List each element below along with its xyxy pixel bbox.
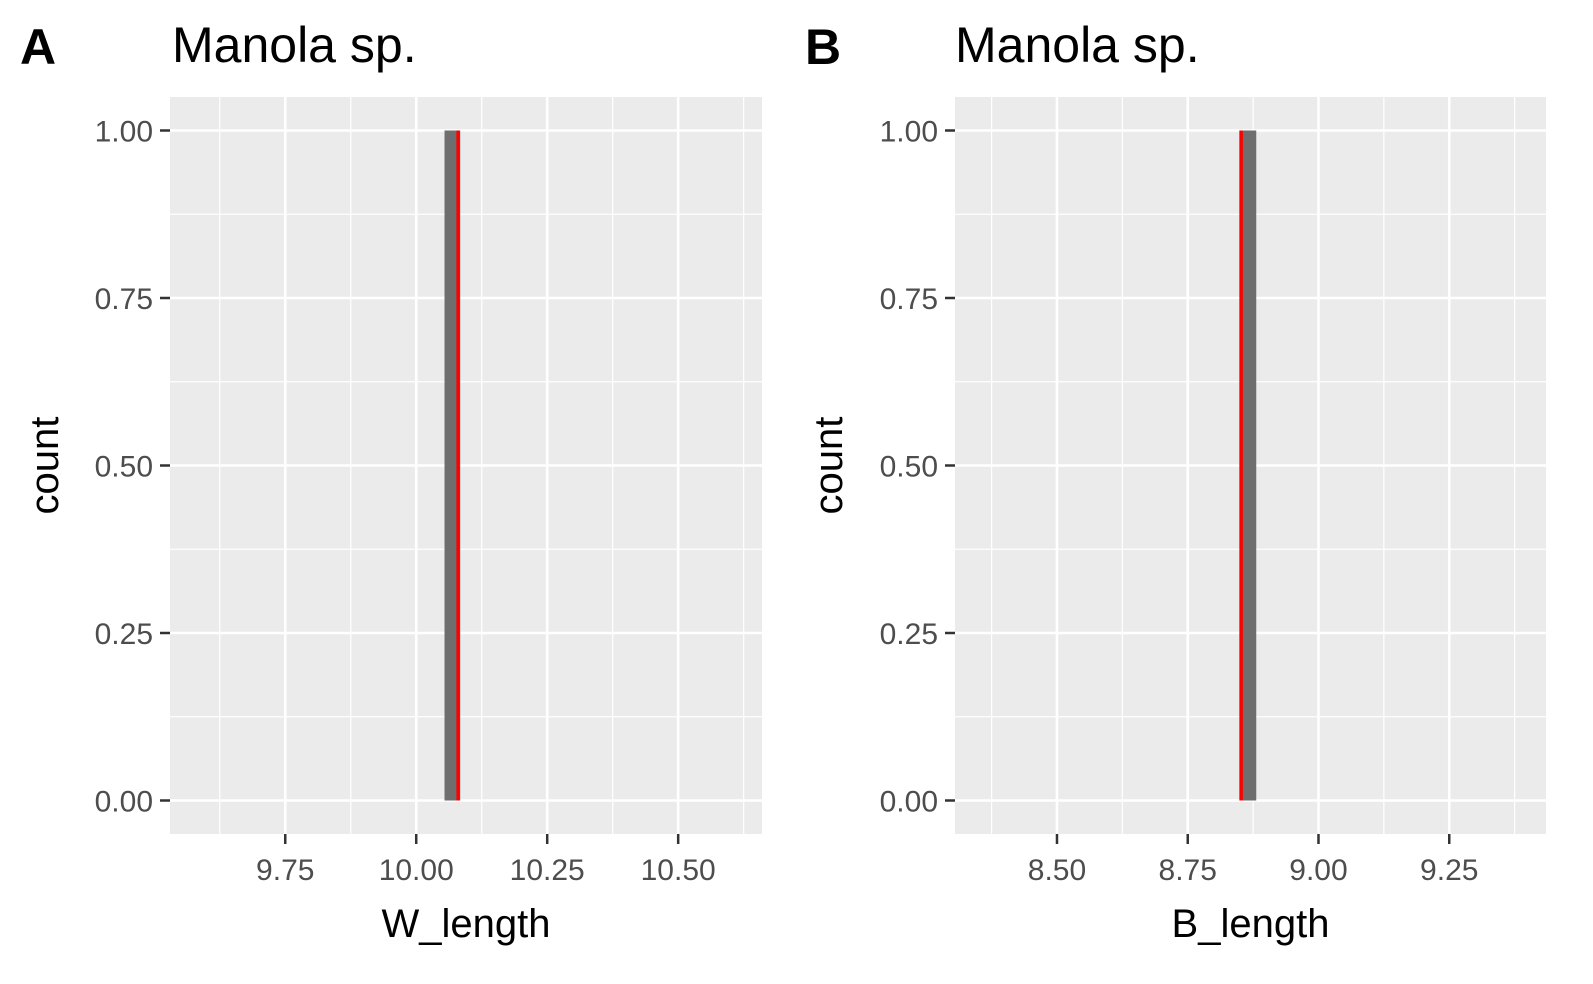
panel-tag: B	[805, 19, 841, 75]
y-tick-label: 1.00	[95, 116, 153, 149]
y-axis-title: count	[23, 417, 67, 515]
x-tick-label: 10.00	[379, 854, 454, 887]
y-tick-label: 0.75	[880, 283, 938, 316]
histogram-bar	[1240, 130, 1257, 801]
panel-b: 0.00 0.25 0.50 0.75 1.00 8.50 8.75 9.00 9.25 B_le…	[805, 17, 1546, 946]
chart-title: Manola sp.	[172, 17, 417, 73]
y-tick-label: 0.00	[880, 786, 938, 819]
x-axis-title: B_length	[1172, 902, 1330, 946]
x-tick-label: 8.50	[1028, 854, 1086, 887]
y-tick-label: 0.00	[95, 786, 153, 819]
chart-title: Manola sp.	[955, 17, 1200, 73]
y-tick-label: 0.75	[95, 283, 153, 316]
y-tick-label: 0.50	[95, 451, 153, 484]
y-tick-label: 0.25	[95, 618, 153, 651]
y-tick-label: 0.50	[880, 451, 938, 484]
x-tick-label: 10.50	[641, 854, 716, 887]
panel-a: 0.00 0.25 0.50 0.75 1.00 9.75 10.00 10.25 10.50 W…	[20, 17, 762, 946]
x-axis-title: W_length	[382, 902, 551, 946]
y-tick-label: 0.25	[880, 618, 938, 651]
x-tick-label: 10.25	[510, 854, 585, 887]
x-tick-label: 9.00	[1289, 854, 1347, 887]
panel-tag: A	[20, 19, 56, 75]
y-axis-title: count	[807, 417, 851, 515]
x-tick-label: 8.75	[1159, 854, 1217, 887]
histogram-bar	[444, 130, 461, 801]
y-tick-label: 1.00	[880, 116, 938, 149]
x-tick-label: 9.25	[1420, 854, 1478, 887]
x-tick-label: 9.75	[256, 854, 314, 887]
